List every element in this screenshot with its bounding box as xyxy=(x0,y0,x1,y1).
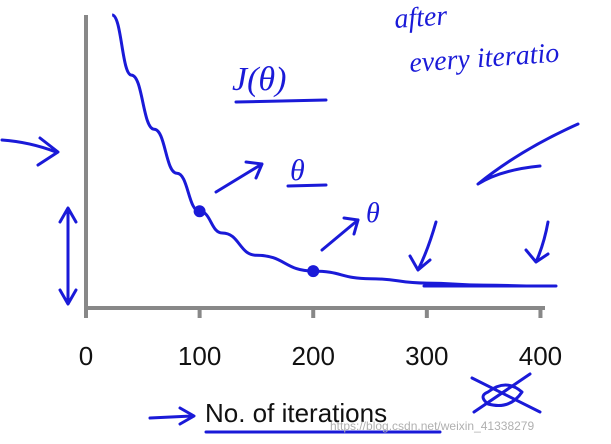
arrow xyxy=(58,206,78,306)
theta-label: θ xyxy=(366,198,380,229)
arrow xyxy=(524,220,550,264)
arrow xyxy=(0,136,60,167)
line xyxy=(111,13,541,288)
arrow xyxy=(214,160,264,194)
x-tick-label: 200 xyxy=(292,341,335,371)
x-tick-label: 300 xyxy=(405,341,448,371)
watermark: https://blog.csdn.net/weixin_41338279 xyxy=(330,419,534,433)
x-tick-label: 0 xyxy=(79,341,93,371)
point xyxy=(307,265,320,278)
x-tick-label: 400 xyxy=(519,341,562,371)
note: after xyxy=(393,0,448,35)
arrow xyxy=(408,220,438,272)
x-tick-label: 100 xyxy=(178,341,221,371)
x-axis-label: No. of iterations xyxy=(205,398,387,428)
point xyxy=(193,205,206,218)
cost-label: J(θ) xyxy=(232,61,286,98)
note: every iteratio xyxy=(408,38,560,79)
arrow xyxy=(320,216,360,252)
crossed-out xyxy=(470,372,542,414)
underline xyxy=(234,98,328,104)
underline xyxy=(286,183,328,188)
arrow xyxy=(148,406,196,426)
arrow xyxy=(476,122,580,186)
theta-label: θ xyxy=(290,154,305,187)
